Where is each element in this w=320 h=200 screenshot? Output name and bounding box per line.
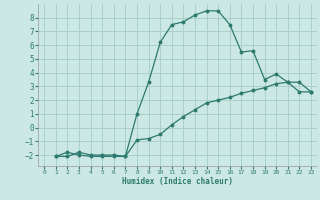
X-axis label: Humidex (Indice chaleur): Humidex (Indice chaleur) — [122, 177, 233, 186]
